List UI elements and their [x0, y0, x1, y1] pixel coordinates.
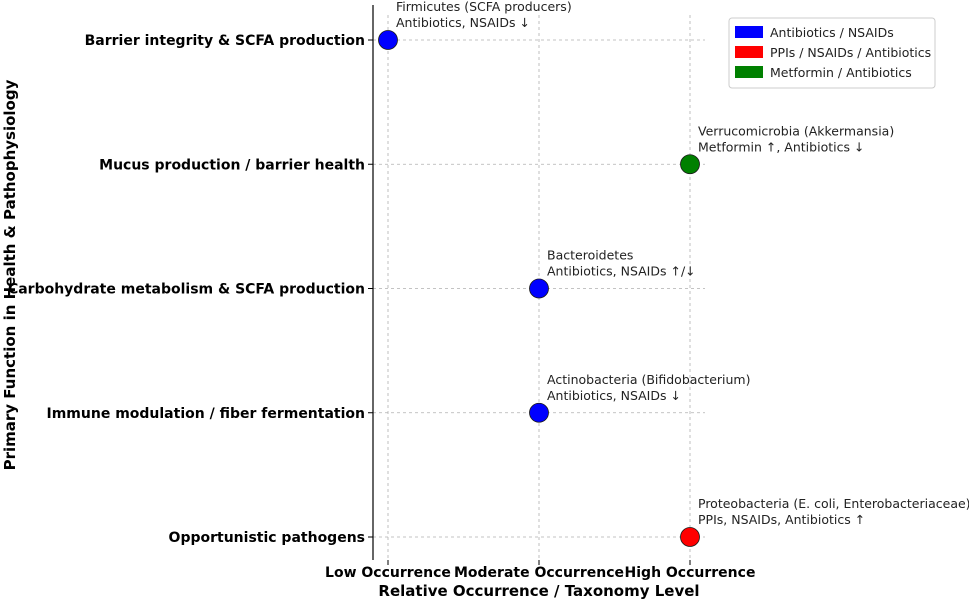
y-tick-label: Carbohydrate metabolism & SCFA productio… — [8, 282, 365, 298]
legend-swatch — [735, 66, 763, 78]
point-annotation-title: Actinobacteria (Bifidobacterium) — [547, 372, 750, 387]
y-tick-label: Barrier integrity & SCFA production — [85, 33, 365, 49]
point-annotation-title: Proteobacteria (E. coli, Enterobacteriac… — [698, 496, 969, 511]
scatter-point — [680, 527, 700, 547]
legend-label: PPIs / NSAIDs / Antibiotics — [770, 45, 931, 60]
point-annotation-drugs: Antibiotics, NSAIDs ↑/↓ — [547, 264, 696, 279]
point-annotation-title: Verrucomicrobia (Akkermansia) — [698, 123, 894, 138]
legend-label: Antibiotics / NSAIDs — [770, 25, 894, 40]
point-annotation-title: Firmicutes (SCFA producers) — [396, 0, 572, 14]
point-annotation-drugs: Antibiotics, NSAIDs ↓ — [396, 15, 530, 30]
scatter-point — [680, 154, 700, 175]
legend-swatch — [735, 46, 763, 58]
x-tick-labels: Low Occurrence Moderate Occurrence High Oc… — [325, 565, 755, 581]
point-annotation-drugs: Metformin ↑, Antibiotics ↓ — [698, 139, 864, 154]
point-annotation-drugs: Antibiotics, NSAIDs ↓ — [547, 388, 681, 403]
scatter-point — [529, 402, 549, 423]
axes — [368, 5, 691, 565]
scatter-point — [378, 30, 398, 50]
legend-label: Metformin / Antibiotics — [770, 65, 912, 80]
x-tick-label: Moderate Occurrence — [454, 565, 624, 581]
data-points — [378, 30, 700, 547]
point-annotations: Firmicutes (SCFA producers)Antibiotics, … — [396, 0, 969, 527]
y-tick-label: Immune modulation / fiber fermentation — [47, 406, 366, 422]
legend-frame — [728, 17, 936, 89]
y-tick-label: Opportunistic pathogens — [169, 530, 365, 546]
x-axis-title: Relative Occurrence / Taxonomy Level — [378, 582, 699, 600]
y-tick-label: Mucus production / barrier health — [99, 157, 365, 173]
point-annotation-drugs: PPIs, NSAIDs, Antibiotics ↑ — [698, 512, 865, 527]
legend-swatch — [735, 26, 763, 38]
x-tick-label: Low Occurrence — [325, 565, 451, 581]
y-tick-labels: Opportunistic pathogens Immune modulation… — [8, 33, 365, 546]
y-axis-title: Primary Function in Health & Pathophysio… — [1, 79, 19, 470]
scatter-point — [529, 278, 549, 299]
point-annotation-title: Bacteroidetes — [547, 248, 633, 263]
legend-items: Antibiotics / NSAIDs PPIs / NSAIDs / Anti… — [735, 25, 931, 80]
legend: Antibiotics / NSAIDs PPIs / NSAIDs / Anti… — [728, 17, 936, 89]
x-tick-label: High Occurrence — [625, 565, 756, 581]
